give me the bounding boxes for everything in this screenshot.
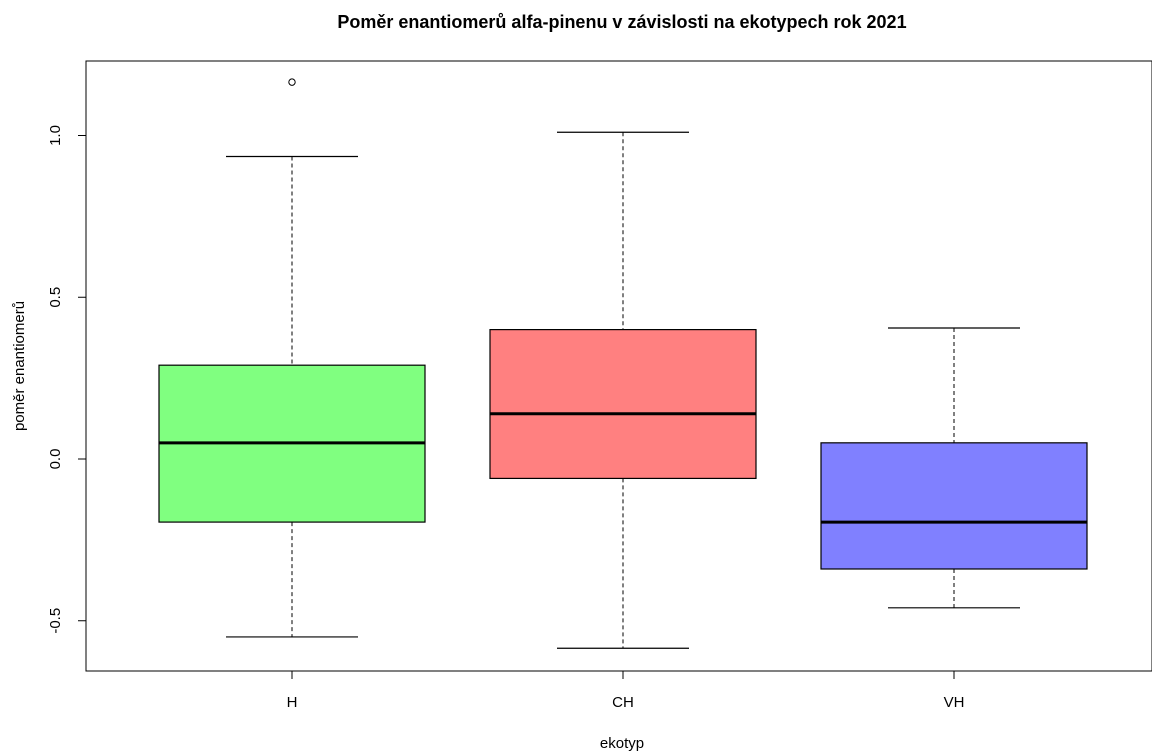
x-tick-label: H <box>287 694 298 711</box>
x-axis: H CH VH <box>287 671 965 711</box>
box-series <box>158 78 1088 649</box>
y-tick-label: 0.0 <box>47 449 64 470</box>
plot-area-frame <box>85 60 1152 672</box>
y-axis: -0.5 0.0 0.5 1.0 <box>47 125 86 634</box>
x-tick-label: CH <box>612 694 634 711</box>
y-tick-label: -0.5 <box>47 608 64 634</box>
box-vh <box>820 327 1088 609</box>
y-tick-label: 0.5 <box>47 287 64 308</box>
interquartile-box <box>489 329 757 480</box>
box-h <box>158 78 426 638</box>
chart-title: Poměr enantiomerů alfa-pinenu v závislos… <box>337 12 906 32</box>
x-axis-label: ekotyp <box>600 735 644 751</box>
x-tick-label: VH <box>944 694 965 711</box>
outlier-point <box>288 78 296 86</box>
interquartile-box <box>820 442 1088 570</box>
box-ch <box>489 131 757 649</box>
y-tick-label: 1.0 <box>47 125 64 146</box>
y-axis-label: poměr enantiomerů <box>11 301 28 431</box>
